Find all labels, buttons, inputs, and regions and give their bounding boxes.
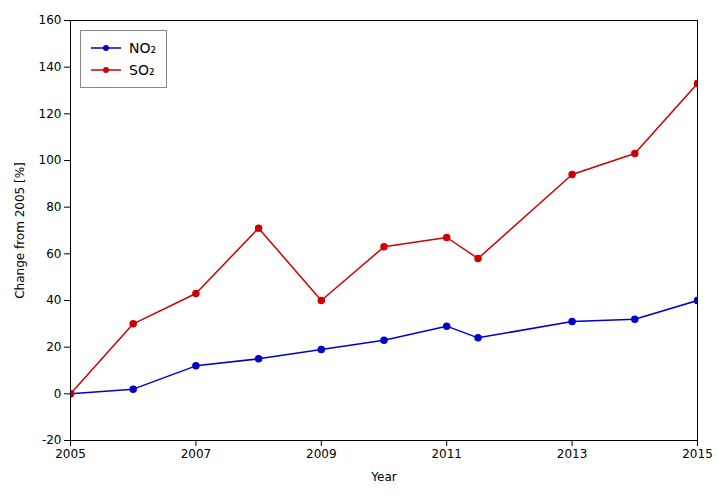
svg-text:2005: 2005 (55, 447, 86, 461)
svg-text:2015: 2015 (682, 447, 713, 461)
svg-text:160: 160 (39, 13, 62, 27)
svg-text:60: 60 (46, 247, 61, 261)
svg-text:Year: Year (370, 470, 396, 484)
svg-text:140: 140 (39, 60, 62, 74)
svg-text:2011: 2011 (431, 447, 462, 461)
svg-text:40: 40 (46, 293, 61, 307)
svg-text:100: 100 (39, 153, 62, 167)
html-text:NO₂: NO₂ (129, 40, 157, 56)
svg-text:2009: 2009 (306, 447, 337, 461)
svg-text:0: 0 (54, 387, 62, 401)
svg-text:Change from 2005 [%]: Change from 2005 [%] (13, 162, 27, 299)
html-text:SO₂: SO₂ (129, 62, 155, 78)
svg-text:20: 20 (46, 340, 61, 354)
svg-text:-20: -20 (42, 433, 62, 447)
svg-text:2013: 2013 (557, 447, 588, 461)
svg-text:2007: 2007 (181, 447, 212, 461)
svg-text:80: 80 (46, 200, 61, 214)
svg-text:120: 120 (39, 107, 62, 121)
